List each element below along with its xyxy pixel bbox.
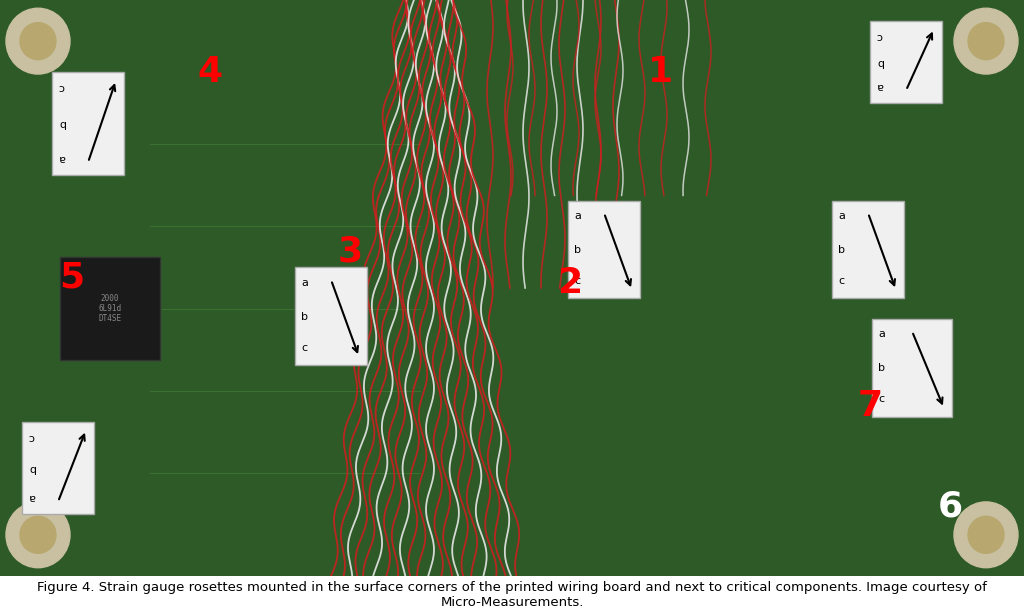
Text: a: a — [28, 492, 35, 502]
Text: c: c — [574, 276, 581, 286]
Text: 4: 4 — [198, 55, 222, 89]
Circle shape — [954, 8, 1018, 74]
Bar — [831, 201, 904, 298]
Text: 2000
6L91d
DT4SE: 2000 6L91d DT4SE — [98, 294, 122, 323]
Bar — [22, 422, 94, 514]
Text: 6: 6 — [937, 489, 963, 523]
Bar — [870, 20, 942, 103]
Text: a: a — [301, 278, 308, 288]
Text: a: a — [58, 153, 65, 163]
Circle shape — [6, 8, 70, 74]
Text: b: b — [574, 245, 581, 255]
Bar — [872, 319, 952, 416]
Text: b: b — [878, 363, 885, 373]
Text: 1: 1 — [647, 55, 673, 89]
Text: 2: 2 — [557, 266, 583, 300]
Text: 7: 7 — [857, 389, 883, 423]
Bar — [52, 72, 124, 175]
Text: 5: 5 — [59, 261, 85, 294]
Circle shape — [968, 516, 1004, 553]
Text: b: b — [28, 463, 35, 473]
Text: c: c — [878, 394, 884, 404]
Text: a: a — [574, 211, 581, 221]
Text: a: a — [838, 211, 845, 221]
Text: a: a — [878, 329, 885, 339]
Text: b: b — [58, 118, 65, 128]
Bar — [568, 201, 640, 298]
Circle shape — [954, 502, 1018, 568]
Bar — [295, 267, 367, 365]
Text: b: b — [838, 245, 845, 255]
Bar — [60, 257, 160, 360]
Text: c: c — [28, 432, 34, 442]
Circle shape — [20, 516, 56, 553]
Circle shape — [20, 23, 56, 60]
Text: c: c — [876, 31, 882, 41]
Text: c: c — [301, 342, 307, 353]
Text: c: c — [838, 276, 844, 286]
Text: 3: 3 — [338, 235, 362, 269]
Circle shape — [968, 23, 1004, 60]
Text: b: b — [301, 312, 308, 322]
Text: a: a — [876, 81, 883, 91]
Text: Figure 4. Strain gauge rosettes mounted in the surface corners of the printed wi: Figure 4. Strain gauge rosettes mounted … — [37, 581, 987, 609]
Text: b: b — [876, 57, 883, 67]
Text: c: c — [58, 83, 65, 92]
Circle shape — [6, 502, 70, 568]
